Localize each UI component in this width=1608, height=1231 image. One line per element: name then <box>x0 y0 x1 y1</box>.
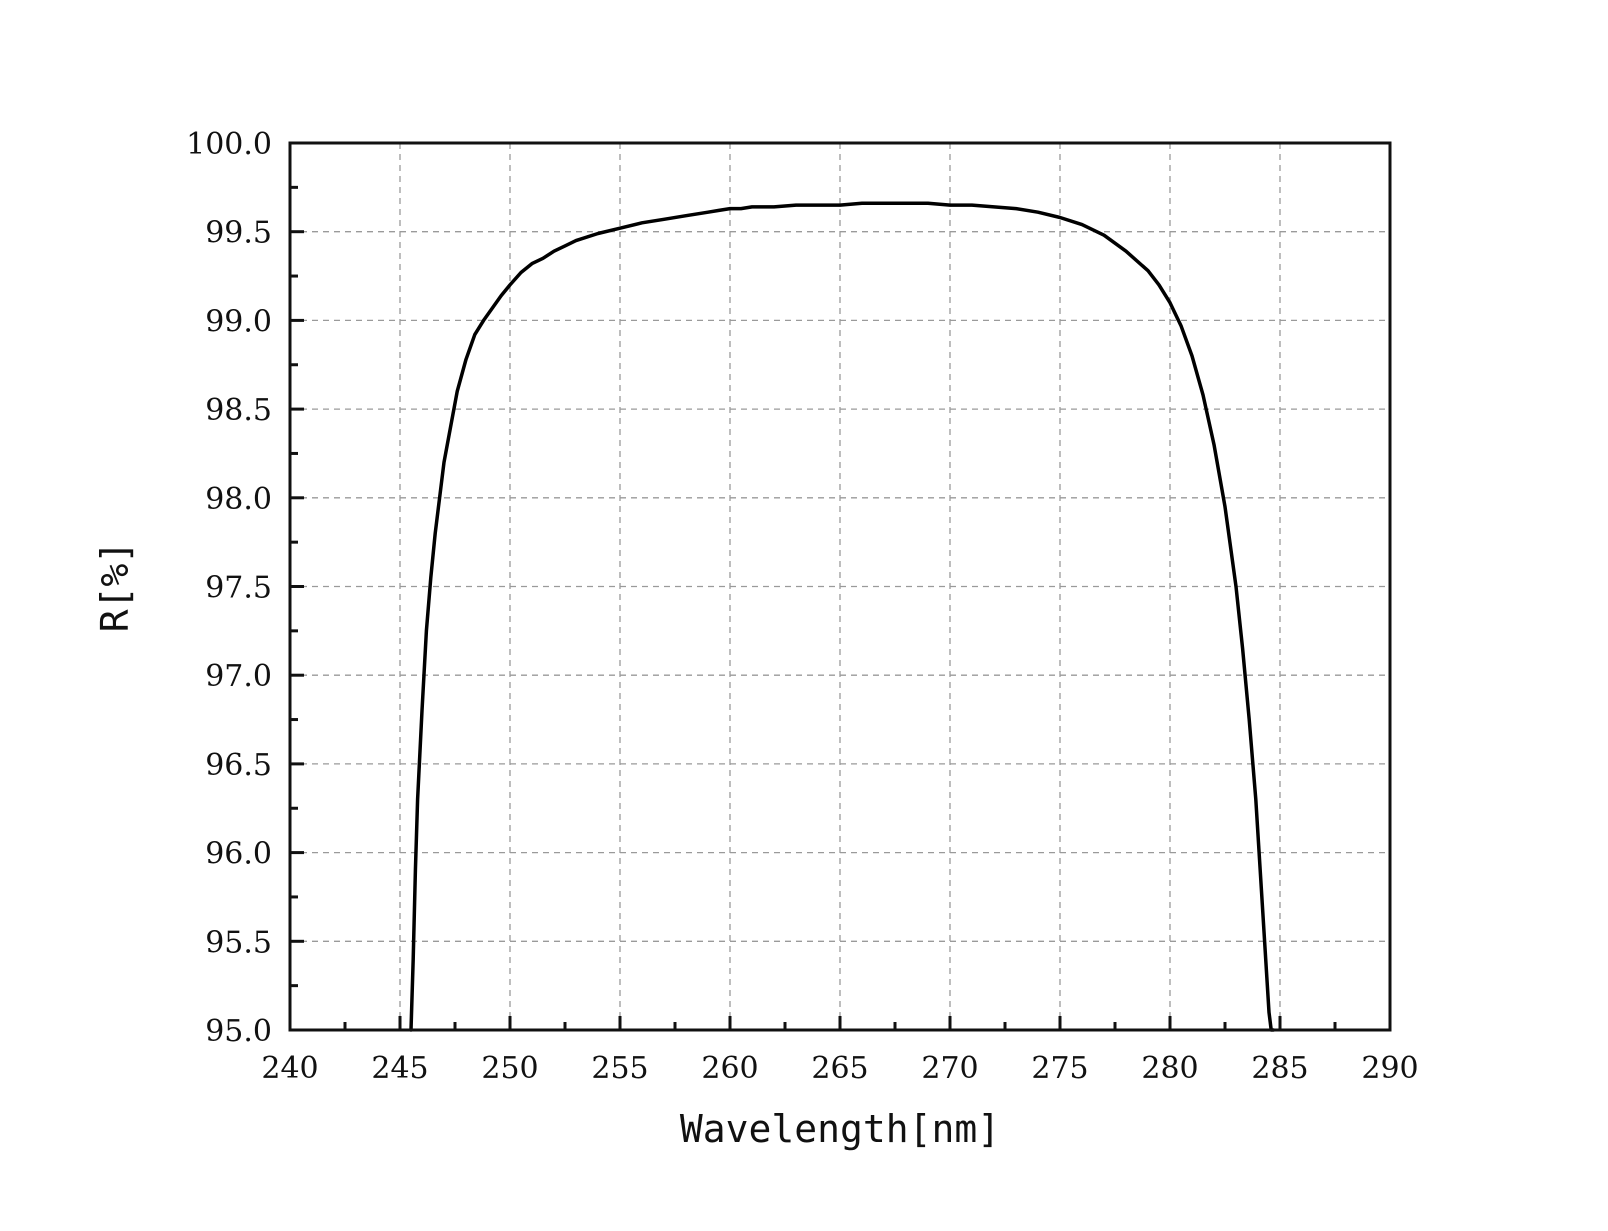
y-tick-label: 98.5 <box>205 393 272 428</box>
x-tick-label: 280 <box>1141 1051 1198 1086</box>
y-tick-label: 100.0 <box>186 127 272 162</box>
grid-lines <box>290 143 1390 1030</box>
y-tick-labels: 95.0 95.5 96.0 96.5 97.0 97.5 98.0 98.5 99.0 99.5… <box>186 127 272 1049</box>
y-axis-title: R[%] <box>93 541 137 633</box>
x-tick-label: 290 <box>1361 1051 1418 1086</box>
y-tick-label: 96.5 <box>205 748 272 783</box>
plot-frame <box>288 141 1392 1032</box>
x-tick-label: 270 <box>921 1051 978 1086</box>
x-tick-label: 265 <box>811 1051 868 1086</box>
x-tick-label: 250 <box>481 1051 538 1086</box>
y-tick-label: 99.0 <box>205 304 272 339</box>
y-tick-label: 95.5 <box>205 925 272 960</box>
y-tick-label: 98.0 <box>205 482 272 517</box>
x-tick-label: 255 <box>591 1051 648 1086</box>
x-axis-title: Wavelength[nm] <box>680 1107 1000 1151</box>
x-tick-label: 260 <box>701 1051 758 1086</box>
y-tick-label: 95.0 <box>205 1014 272 1049</box>
x-tick-label: 275 <box>1031 1051 1088 1086</box>
y-tick-label: 97.5 <box>205 571 272 606</box>
x-tick-label: 285 <box>1251 1051 1308 1086</box>
y-tick-label: 96.0 <box>205 837 272 872</box>
x-tick-labels: 240 245 250 255 260 265 270 275 280 285 290 <box>261 1051 1418 1086</box>
minor-ticks <box>290 185 1337 1030</box>
series-line <box>409 201 1276 1032</box>
data-series <box>409 201 1276 1032</box>
y-tick-label: 99.5 <box>205 216 272 251</box>
y-tick-label: 97.0 <box>205 659 272 694</box>
x-tick-label: 240 <box>261 1051 318 1086</box>
x-tick-label: 245 <box>371 1051 428 1086</box>
